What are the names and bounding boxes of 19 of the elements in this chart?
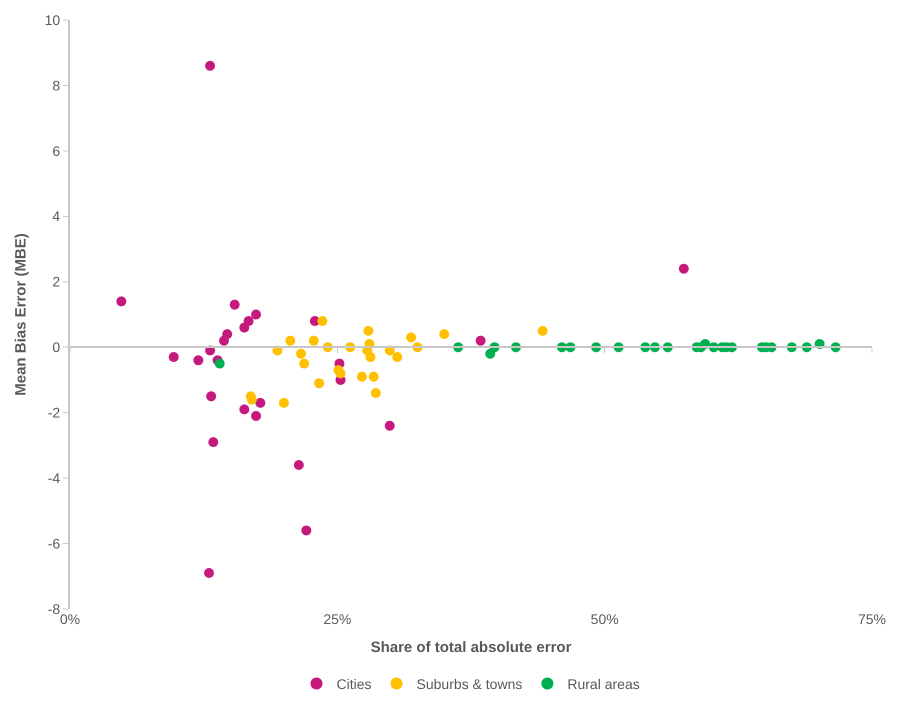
y-tick-label: -4 [48,470,60,486]
x-tick-label: 25% [323,611,352,627]
legend-label: Rural areas [567,676,640,692]
y-tick-label: 8 [52,77,60,94]
x-tick-label: 0% [60,611,80,627]
y-tick-label: 0 [52,339,60,356]
y-tick-label: -6 [48,535,60,552]
y-axis-title: Mean Bias Error (MBE) [12,233,30,396]
y-tick-label: 2 [52,274,60,290]
y-tick-label: 4 [52,208,60,224]
x-tick-label: 75% [858,611,886,627]
y-tick-label: -8 [48,600,60,617]
x-axis-title: Share of total absolute error [370,639,572,656]
y-tick-label: 10 [44,12,60,28]
y-tick-label: 6 [52,142,60,159]
y-tick-label: -2 [48,404,60,421]
legend-label: Cities [336,676,372,692]
legend-label: Suburbs & towns [416,676,522,692]
x-tick-label: 50% [590,611,619,627]
